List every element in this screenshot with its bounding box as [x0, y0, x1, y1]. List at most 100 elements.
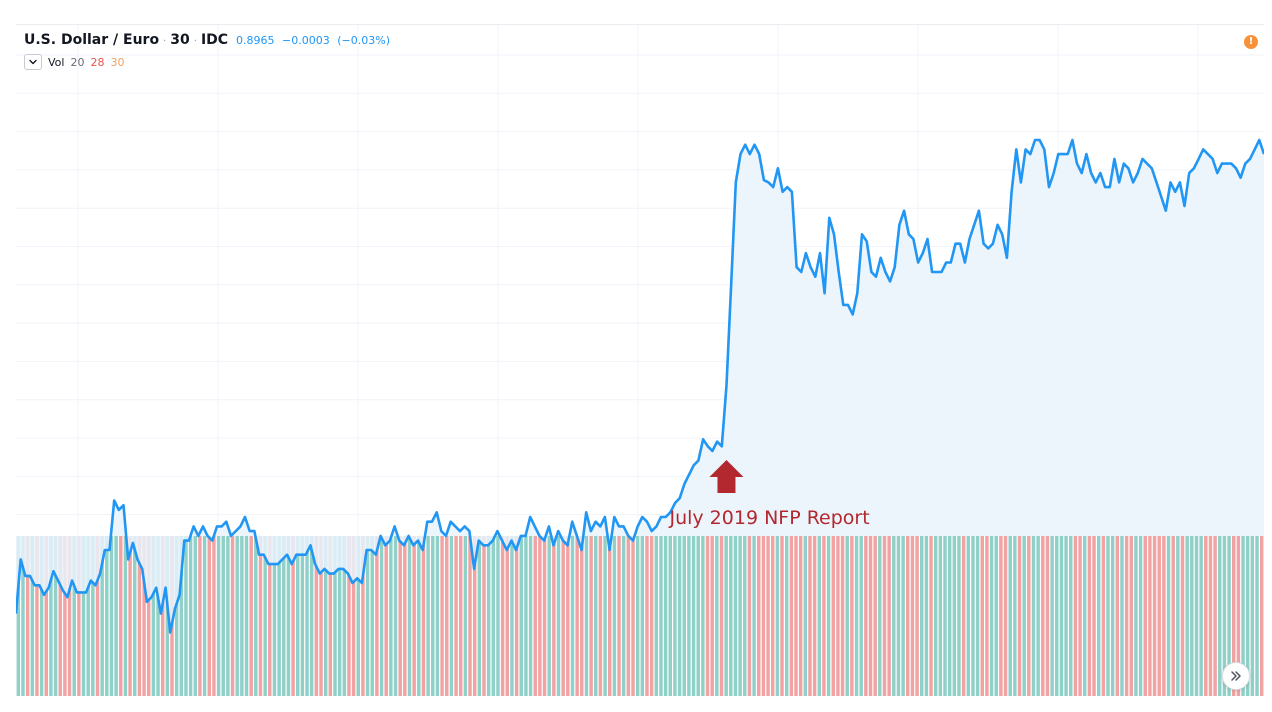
volume-bar — [258, 536, 263, 696]
volume-bar — [640, 536, 645, 696]
volume-bar — [449, 536, 454, 696]
volume-bar — [696, 536, 700, 696]
volume-bar — [454, 536, 458, 696]
volume-bar — [44, 536, 48, 696]
volume-bar — [626, 536, 631, 696]
volume-bar — [81, 536, 86, 696]
volume-bar — [1041, 536, 1045, 696]
volume-bar — [263, 536, 267, 696]
volume-bar — [743, 536, 747, 696]
volume-bar — [286, 536, 291, 696]
volume-bar — [784, 536, 789, 696]
volume-bar — [477, 536, 482, 696]
volume-bar — [1241, 536, 1245, 696]
volume-bar — [505, 536, 510, 696]
volume-bar — [766, 536, 770, 696]
volume-bar — [277, 536, 281, 696]
volume-label[interactable]: Vol — [48, 55, 65, 69]
volume-bar — [1101, 536, 1106, 696]
volume-bar — [957, 536, 961, 696]
volume-bar — [691, 536, 696, 696]
volume-bar — [1255, 536, 1259, 696]
volume-bar — [1134, 536, 1138, 696]
volume-bar — [673, 536, 677, 696]
volume-bar — [971, 536, 975, 696]
volume-bar — [226, 536, 230, 696]
volume-bar — [510, 536, 514, 696]
volume-bar — [86, 536, 90, 696]
volume-bar — [25, 536, 30, 696]
volume-bar — [1148, 536, 1152, 696]
volume-bar — [403, 536, 407, 696]
volume-bar — [193, 536, 198, 696]
symbol-name[interactable]: U.S. Dollar / Euro — [24, 32, 160, 48]
volume-bar — [1027, 536, 1031, 696]
volume-bar — [542, 536, 547, 696]
volume-bar — [389, 536, 393, 696]
volume-bar — [570, 536, 575, 696]
volume-bar — [1227, 536, 1231, 696]
volume-bar — [67, 536, 72, 696]
volume-bar — [1236, 536, 1241, 696]
volume-bar — [1106, 536, 1110, 696]
volume-bar — [715, 536, 719, 696]
volume-bar — [407, 536, 412, 696]
separator: · — [163, 36, 167, 47]
volume-bar — [836, 536, 840, 696]
volume-bar — [915, 536, 919, 696]
volume-bar — [21, 536, 25, 696]
volume-bar — [747, 536, 752, 696]
volume-bar — [705, 536, 710, 696]
volume-bar — [1259, 536, 1264, 696]
chart-area[interactable]: July 2019 NFP Report — [16, 24, 1264, 696]
volume-bar — [798, 536, 803, 696]
volume-bar — [803, 536, 808, 696]
volume-bar — [538, 536, 542, 696]
double-chevron-right-icon — [1231, 671, 1241, 681]
collapse-legend-button[interactable] — [24, 54, 42, 70]
volume-bar — [123, 536, 128, 696]
volume-bar — [594, 536, 598, 696]
volume-bar — [1003, 536, 1008, 696]
alert-icon[interactable]: ! — [1244, 35, 1258, 49]
volume-bar — [677, 536, 682, 696]
volume-bar — [892, 536, 896, 696]
volume-bar — [412, 536, 416, 696]
volume-bar — [649, 536, 654, 696]
scroll-to-realtime-button[interactable] — [1222, 662, 1250, 690]
volume-bar — [1045, 536, 1050, 696]
volume-bar — [659, 536, 663, 696]
volume-bar — [365, 536, 370, 696]
volume-bar — [887, 536, 891, 696]
volume-bar — [49, 536, 53, 696]
volume-bar — [668, 536, 672, 696]
volume-bar — [733, 536, 738, 696]
volume-bar — [943, 536, 947, 696]
volume-bar — [63, 536, 67, 696]
volume-bar — [1096, 536, 1101, 696]
volume-bar — [486, 536, 491, 696]
volume-bar — [445, 536, 449, 696]
volume-bar — [859, 536, 863, 696]
volume-bar — [342, 536, 347, 696]
volume-bar — [1129, 536, 1134, 696]
volume-bar — [752, 536, 756, 696]
volume-bar — [198, 536, 202, 696]
interval-label[interactable]: 30 — [170, 32, 190, 48]
price-chart[interactable]: July 2019 NFP Report — [16, 25, 1264, 696]
volume-bar — [356, 536, 360, 696]
volume-bar — [617, 536, 621, 696]
volume-bar — [268, 536, 272, 696]
volume-bar — [1050, 536, 1054, 696]
volume-bar — [1055, 536, 1059, 696]
volume-bar — [878, 536, 882, 696]
volume-bar — [989, 536, 994, 696]
volume-bar — [952, 536, 957, 696]
annotation-label: July 2019 NFP Report — [668, 507, 869, 529]
volume-bar — [514, 536, 519, 696]
volume-bar — [151, 536, 156, 696]
volume-bar — [221, 536, 225, 696]
volume-bar — [1138, 536, 1143, 696]
volume-bar — [775, 536, 780, 696]
volume-bar — [207, 536, 211, 696]
